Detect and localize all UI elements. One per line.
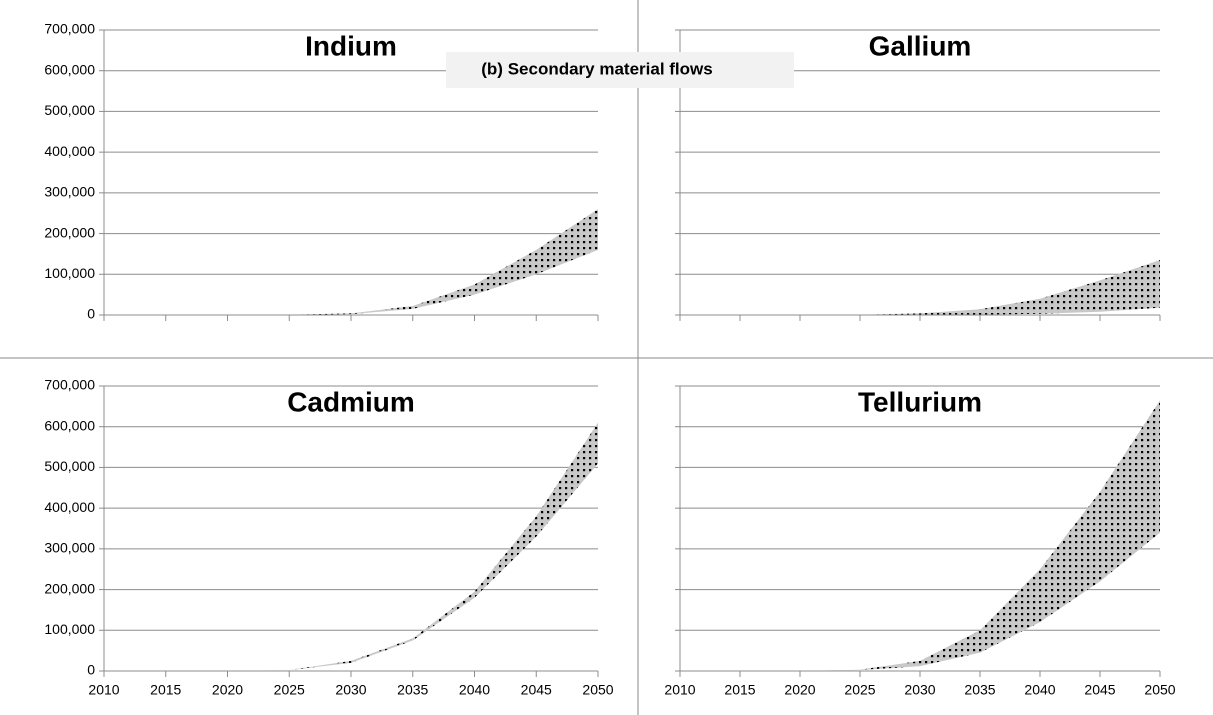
x-tick-label: 2015 <box>724 682 755 698</box>
x-tick-label: 2025 <box>844 682 875 698</box>
panel: 0 100,000 200,000 300,000 400,000 500,000 600,… <box>44 21 599 322</box>
panel-title: Indium <box>305 30 397 61</box>
x-tick-label: 2030 <box>904 682 935 698</box>
range-band <box>104 422 598 671</box>
x-tick-label: 2035 <box>397 682 428 698</box>
x-tick-label: 2025 <box>274 682 305 698</box>
panel: 0 100,000 200,000 300,000 400,000 500,000 600,… <box>44 377 613 698</box>
y-tick-label: 300,000 <box>44 540 95 556</box>
y-tick-label: 0 <box>87 306 95 322</box>
x-tick-label: 2035 <box>964 682 995 698</box>
x-tick-label: 2030 <box>335 682 366 698</box>
x-tick-label: 2050 <box>582 682 613 698</box>
x-tick-label: 2040 <box>459 682 490 698</box>
y-tick-label: 700,000 <box>44 21 95 37</box>
x-tick-label: 2040 <box>1024 682 1055 698</box>
y-tick-label: 500,000 <box>44 102 95 118</box>
panel-title: Tellurium <box>858 386 982 417</box>
x-tick-label: 2050 <box>1144 682 1175 698</box>
y-tick-label: 700,000 <box>44 377 95 393</box>
y-tick-label: 200,000 <box>44 580 95 596</box>
y-tick-label: 300,000 <box>44 184 95 200</box>
y-tick-label: 600,000 <box>44 61 95 77</box>
panel-title: Cadmium <box>287 386 415 417</box>
panel: 2010 2015 2020 2025 2030 2035 2040 2045 2050 Tell… <box>664 385 1176 698</box>
y-tick-label: 400,000 <box>44 143 95 159</box>
y-tick-label: 100,000 <box>44 265 95 281</box>
x-tick-label: 2010 <box>664 682 695 698</box>
y-tick-label: 100,000 <box>44 621 95 637</box>
x-tick-label: 2045 <box>1084 682 1115 698</box>
x-tick-label: 2015 <box>150 682 181 698</box>
title-box <box>446 52 794 88</box>
range-band <box>680 260 1160 315</box>
main-title: (b) Secondary material flows <box>481 59 712 78</box>
x-tick-label: 2010 <box>88 682 119 698</box>
y-tick-label: 500,000 <box>44 458 95 474</box>
panel-title: Gallium <box>869 30 972 61</box>
range-band <box>680 400 1160 671</box>
y-tick-label: 0 <box>87 662 95 678</box>
x-tick-label: 2020 <box>784 682 815 698</box>
x-tick-label: 2020 <box>212 682 243 698</box>
x-tick-label: 2045 <box>521 682 552 698</box>
range-band <box>104 209 598 315</box>
y-tick-label: 200,000 <box>44 224 95 240</box>
panel: Gallium <box>675 29 1161 321</box>
y-tick-label: 400,000 <box>44 499 95 515</box>
y-tick-label: 600,000 <box>44 417 95 433</box>
